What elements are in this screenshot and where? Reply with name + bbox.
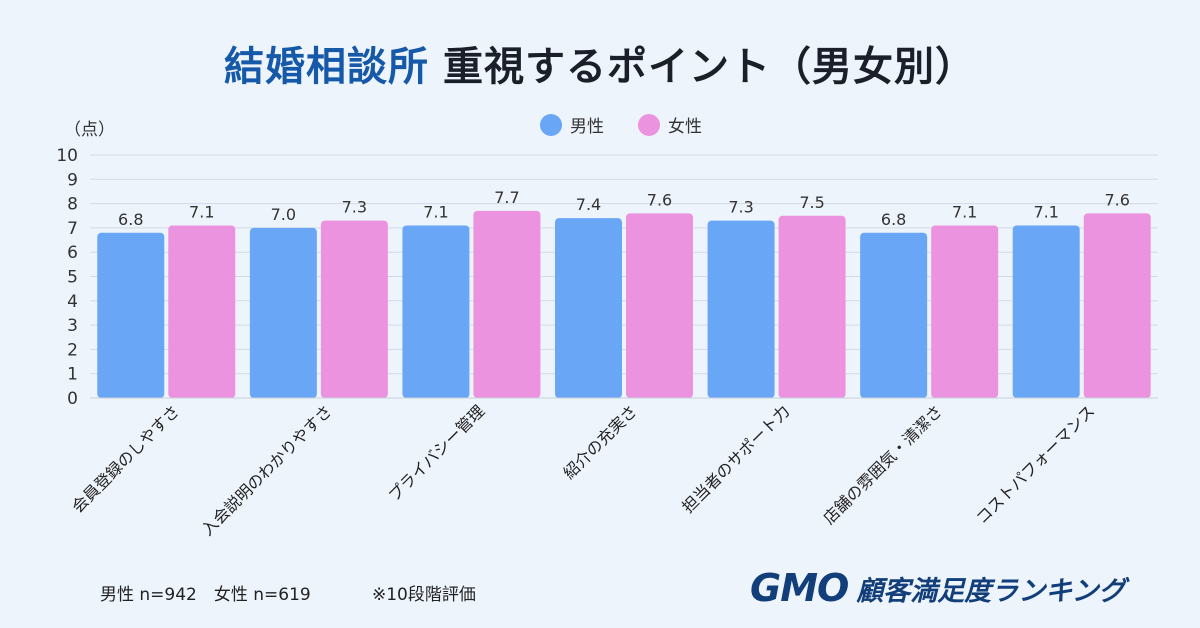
brand-logo-text: 顧客満足度ランキング xyxy=(856,575,1126,607)
data-label: 7.1 xyxy=(952,202,977,221)
y-tick-label: 5 xyxy=(67,268,78,288)
y-tick-label: 0 xyxy=(67,389,78,409)
data-label: 7.3 xyxy=(728,198,753,217)
data-label: 6.8 xyxy=(881,210,906,229)
data-label: 6.8 xyxy=(118,210,143,229)
x-tick-label: 担当者のサポート力 xyxy=(678,401,793,516)
data-label: 7.1 xyxy=(189,202,214,221)
bar xyxy=(707,220,775,398)
bar xyxy=(320,220,388,398)
bar xyxy=(249,227,317,398)
y-tick-label: 1 xyxy=(67,365,78,385)
legend-item-female: 女性 xyxy=(638,112,702,137)
y-tick-label: 8 xyxy=(67,195,78,215)
legend-swatch-male xyxy=(540,113,562,136)
sample-size-note: 男性 n=942 女性 n=619 xyxy=(100,585,311,605)
y-tick-label: 7 xyxy=(67,219,78,239)
y-axis-unit-label: （点） xyxy=(64,120,115,140)
bar xyxy=(1083,213,1151,398)
page-title: 結婚相談所 重視するポイント（男女別） xyxy=(0,34,1200,92)
data-label: 7.6 xyxy=(647,190,672,209)
y-tick-label: 3 xyxy=(67,316,78,336)
data-label: 7.1 xyxy=(423,202,448,221)
data-label: 7.4 xyxy=(576,195,601,214)
x-tick-label: 紹介の充実さ xyxy=(560,401,641,482)
bar xyxy=(555,218,622,398)
title-rest: 重視するポイント（男女別） xyxy=(443,44,976,90)
y-tick-label: 4 xyxy=(67,292,78,312)
legend-label-female: 女性 xyxy=(668,117,702,137)
bar xyxy=(778,215,846,398)
y-tick-label: 2 xyxy=(67,340,78,360)
data-label: 7.1 xyxy=(1033,202,1058,221)
data-label: 7.6 xyxy=(1104,190,1129,209)
bar xyxy=(1012,225,1080,398)
brand-logo: GMO 顧客満足度ランキング xyxy=(750,566,1126,610)
bar xyxy=(473,210,541,398)
bar xyxy=(168,225,236,398)
x-tick-label: プライバシー管理 xyxy=(385,401,489,505)
data-label: 7.3 xyxy=(342,198,367,217)
brand-logo-mark: GMO xyxy=(750,566,849,610)
title-accent: 結婚相談所 xyxy=(224,44,429,90)
bar xyxy=(97,232,165,398)
x-tick-label: 店舗の雰囲気・清潔さ xyxy=(819,401,946,528)
legend-swatch-female xyxy=(638,113,660,136)
y-tick-label: 9 xyxy=(67,170,78,190)
legend-item-male: 男性 xyxy=(540,112,604,137)
x-tick-label: 会員登録のしやすさ xyxy=(68,401,183,516)
x-tick-label: コストパフォーマンス xyxy=(972,401,1098,527)
bar xyxy=(402,225,470,398)
data-label: 7.5 xyxy=(799,193,824,212)
y-tick-label: 6 xyxy=(67,243,78,263)
data-label: 7.7 xyxy=(494,188,519,207)
rating-scale-note: ※10段階評価 xyxy=(372,585,476,605)
bar xyxy=(931,225,999,398)
data-label: 7.0 xyxy=(271,205,296,224)
bar xyxy=(626,213,693,398)
bar xyxy=(860,232,928,398)
x-tick-label: 入会説明のわかりやすさ xyxy=(198,401,336,539)
legend-label-male: 男性 xyxy=(570,117,604,137)
y-tick-label: 10 xyxy=(56,146,78,166)
legend: 男性 女性 xyxy=(540,112,702,137)
